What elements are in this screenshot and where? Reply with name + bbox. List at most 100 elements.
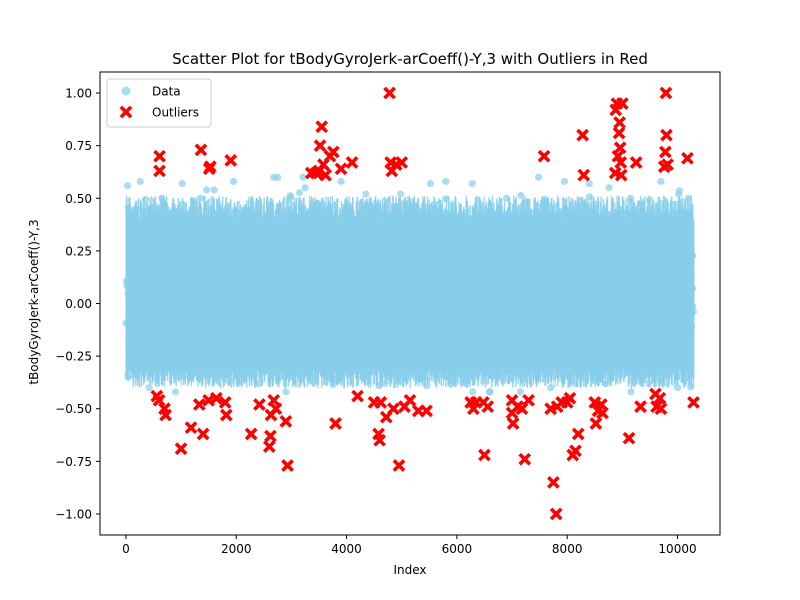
data-point bbox=[274, 248, 283, 257]
outlier-stroke bbox=[224, 154, 238, 167]
outlier-point bbox=[153, 164, 166, 178]
data-point bbox=[245, 283, 253, 291]
y-tick-label: 0.00 bbox=[65, 297, 92, 311]
data-point bbox=[214, 354, 223, 362]
data-point bbox=[531, 326, 539, 334]
data-point bbox=[500, 339, 509, 347]
outlier-stroke bbox=[467, 402, 480, 416]
outlier-point bbox=[589, 417, 603, 430]
data-point bbox=[393, 310, 401, 318]
outlier-stroke bbox=[329, 417, 342, 430]
outlier-stroke bbox=[613, 141, 627, 155]
data-point bbox=[300, 288, 308, 296]
data-point bbox=[363, 294, 371, 303]
data-point bbox=[408, 262, 417, 270]
data-point bbox=[309, 298, 318, 306]
data-point bbox=[257, 311, 265, 319]
data-point bbox=[187, 311, 195, 319]
legend-data-label: Data bbox=[152, 85, 181, 99]
data-point bbox=[661, 298, 669, 306]
outlier-point bbox=[315, 120, 329, 134]
data-point bbox=[399, 221, 407, 229]
data-point bbox=[254, 320, 262, 328]
data-point bbox=[257, 246, 265, 254]
data-point bbox=[425, 263, 433, 272]
data-point bbox=[281, 372, 289, 380]
data-point bbox=[189, 249, 197, 257]
data-point bbox=[358, 333, 366, 342]
data-point bbox=[521, 268, 529, 277]
data-point bbox=[376, 258, 384, 266]
data-point bbox=[234, 304, 242, 312]
data-point bbox=[580, 351, 589, 359]
x-tick-label: 6000 bbox=[442, 542, 473, 556]
outlier-point bbox=[153, 149, 166, 163]
outlier-stroke bbox=[345, 156, 359, 169]
data-point bbox=[378, 237, 386, 245]
data-point bbox=[178, 311, 186, 319]
data-point bbox=[189, 326, 197, 335]
data-point bbox=[585, 193, 594, 201]
data-point bbox=[126, 271, 134, 280]
data-point bbox=[376, 296, 384, 304]
outlier-stroke bbox=[660, 128, 673, 142]
data-point bbox=[172, 363, 180, 371]
data-point bbox=[625, 272, 634, 281]
data-point bbox=[543, 234, 551, 242]
data-point bbox=[516, 350, 525, 359]
data-point bbox=[283, 280, 291, 288]
outlier-stroke bbox=[577, 168, 591, 182]
outlier-stroke bbox=[547, 476, 560, 489]
outlier-stroke bbox=[202, 393, 216, 407]
data-point bbox=[526, 311, 535, 319]
y-tick-label: −0.75 bbox=[55, 455, 92, 469]
data-point bbox=[469, 388, 477, 396]
outlier-stroke bbox=[612, 126, 626, 140]
data-point bbox=[281, 256, 290, 264]
data-point bbox=[282, 388, 290, 396]
x-tick-label: 0 bbox=[122, 542, 130, 556]
data-point bbox=[522, 255, 530, 264]
data-point bbox=[162, 284, 171, 292]
data-point bbox=[471, 239, 479, 247]
data-point bbox=[351, 304, 360, 312]
data-point bbox=[207, 215, 215, 224]
data-point bbox=[477, 342, 486, 350]
outlier-stroke bbox=[210, 391, 223, 405]
data-point bbox=[557, 278, 565, 286]
data-point bbox=[359, 232, 367, 240]
outlier-point bbox=[351, 389, 364, 403]
data-point bbox=[421, 312, 429, 320]
data-point bbox=[282, 355, 290, 363]
data-point bbox=[589, 334, 597, 342]
data-point bbox=[557, 268, 565, 276]
data-point bbox=[481, 212, 489, 220]
data-point bbox=[661, 278, 669, 286]
outlier-stroke bbox=[537, 149, 551, 163]
data-point bbox=[522, 198, 531, 206]
data-point bbox=[336, 311, 344, 319]
data-point bbox=[170, 236, 178, 244]
data-point bbox=[362, 259, 370, 267]
data-point bbox=[196, 194, 204, 202]
data-point bbox=[164, 352, 173, 361]
data-point bbox=[639, 313, 647, 321]
data-point bbox=[213, 275, 221, 283]
data-point bbox=[309, 348, 317, 356]
outlier-point bbox=[660, 128, 673, 142]
outlier-stroke bbox=[194, 143, 208, 157]
data-point bbox=[245, 330, 254, 339]
data-point bbox=[489, 339, 497, 347]
data-point bbox=[582, 295, 590, 303]
data-point bbox=[408, 292, 416, 301]
data-point bbox=[335, 322, 343, 330]
data-point bbox=[434, 351, 442, 359]
data-point bbox=[164, 256, 173, 264]
data-point bbox=[618, 253, 627, 261]
data-point bbox=[286, 335, 294, 344]
data-point bbox=[136, 291, 145, 299]
data-point bbox=[145, 262, 153, 270]
data-point bbox=[197, 254, 205, 262]
data-point bbox=[453, 306, 461, 314]
data-point bbox=[417, 239, 426, 247]
